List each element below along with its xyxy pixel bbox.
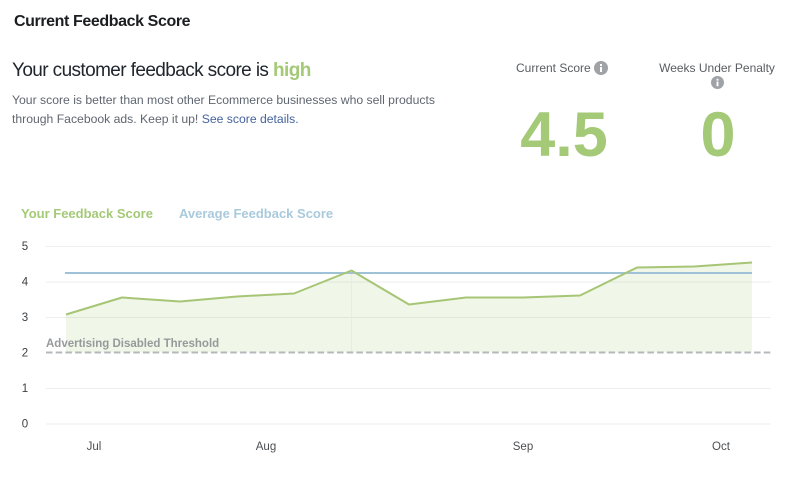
svg-text:5: 5 [22,241,28,253]
svg-text:0: 0 [22,419,28,431]
svg-text:Oct: Oct [712,441,731,453]
svg-text:Aug: Aug [256,441,276,453]
svg-text:2: 2 [22,348,28,360]
svg-text:4: 4 [22,277,29,289]
svg-text:1: 1 [22,383,28,395]
svg-text:Jul: Jul [87,441,102,453]
svg-text:Sep: Sep [513,441,533,453]
svg-text:Advertising Disabled Threshold: Advertising Disabled Threshold [46,338,219,350]
svg-text:3: 3 [22,312,28,324]
